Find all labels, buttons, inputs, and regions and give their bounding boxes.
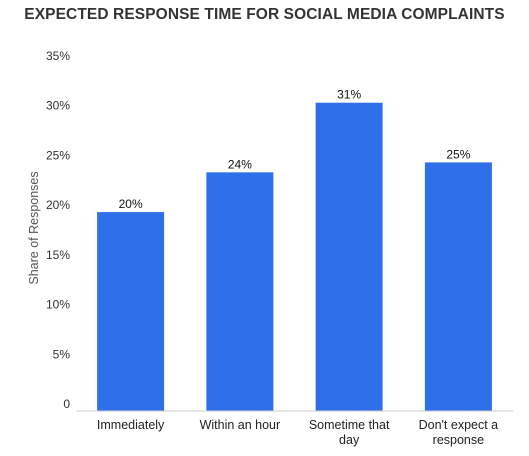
x-tick-label: Immediately — [97, 418, 165, 432]
x-tick-label: response — [433, 433, 484, 447]
bar — [424, 162, 492, 411]
y-axis-title: Share of Responses — [27, 171, 41, 284]
bars — [97, 102, 492, 411]
bar — [97, 212, 165, 411]
bar — [315, 102, 383, 411]
data-label: 25% — [446, 147, 470, 161]
data-label: 31% — [337, 88, 361, 102]
chart-title: EXPECTED RESPONSE TIME FOR SOCIAL MEDIA … — [24, 6, 505, 23]
y-tick-label: 30% — [46, 99, 70, 113]
x-tick-label: Don't expect a — [419, 418, 499, 432]
x-axis: Immediately Within an hour Sometime thatda… — [97, 418, 498, 447]
y-tick-label: 20% — [46, 198, 70, 212]
data-labels: 20% 24% 31% 25% — [119, 88, 471, 211]
x-tick-label: Sometime that — [309, 418, 390, 432]
data-label: 20% — [119, 197, 143, 211]
y-tick-label: 0 — [63, 397, 70, 411]
x-tick-label: Within an hour — [200, 418, 281, 432]
y-axis: 0 5% 10% 15% 20% 25% 30% 35% — [46, 49, 70, 411]
data-label: 24% — [228, 157, 252, 171]
y-tick-label: 15% — [46, 248, 70, 262]
y-tick-label: 5% — [53, 347, 71, 361]
y-tick-label: 35% — [46, 49, 70, 63]
bar — [206, 172, 274, 411]
x-tick-label: day — [339, 433, 360, 447]
y-tick-label: 25% — [46, 148, 70, 162]
y-tick-label: 10% — [46, 298, 70, 312]
